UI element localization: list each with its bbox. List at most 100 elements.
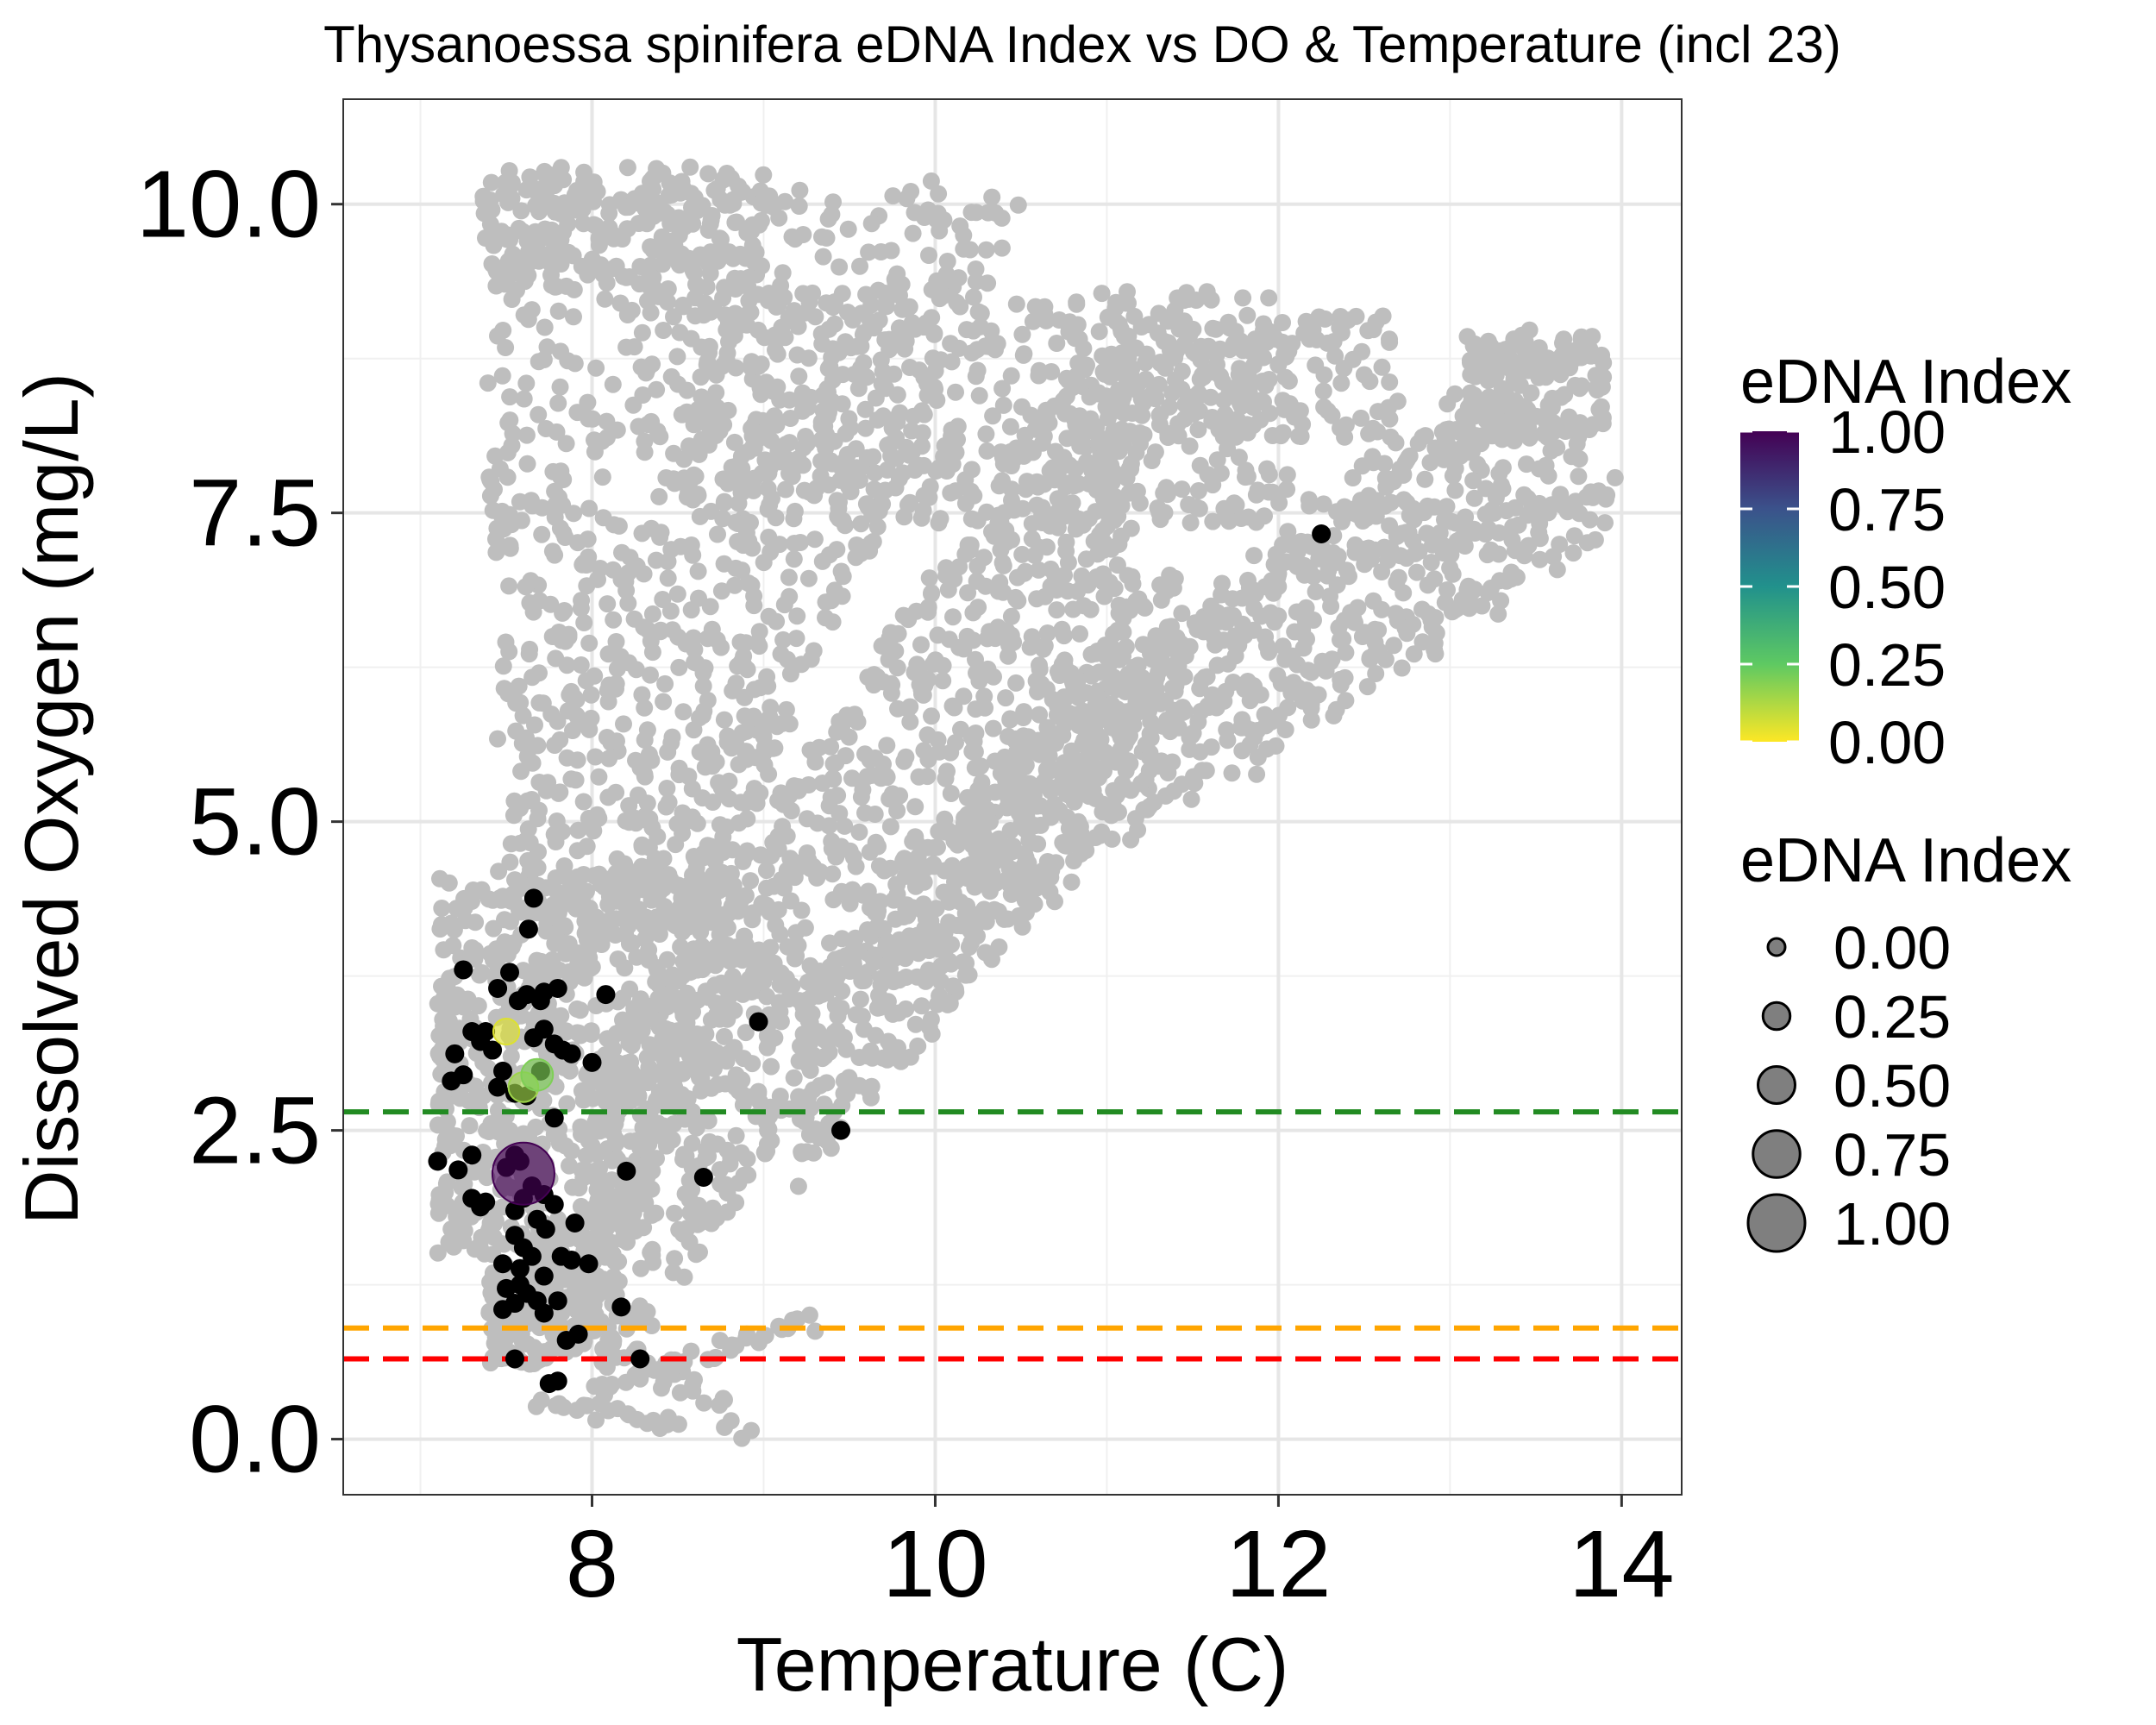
background-point (1167, 371, 1184, 389)
background-point (919, 603, 937, 621)
background-point (751, 846, 769, 864)
background-point (532, 1350, 550, 1368)
background-point (474, 1053, 492, 1071)
background-point (1049, 697, 1067, 715)
background-point (481, 944, 499, 963)
background-point (1147, 627, 1165, 645)
background-point (1007, 295, 1025, 313)
background-point (769, 296, 787, 314)
background-point (636, 214, 655, 232)
background-point (603, 1376, 621, 1393)
background-point (726, 576, 743, 594)
background-point (780, 568, 798, 586)
background-point (1204, 512, 1222, 530)
background-point (1244, 417, 1263, 435)
background-point (1099, 308, 1117, 326)
background-point (712, 582, 730, 600)
background-point (993, 209, 1011, 227)
zero-point (831, 1120, 851, 1140)
background-point (680, 249, 698, 267)
background-point (648, 1012, 666, 1030)
background-point (429, 1244, 447, 1262)
background-point (1465, 580, 1483, 599)
background-point (996, 784, 1014, 802)
background-point (895, 338, 913, 356)
background-point (672, 938, 690, 956)
background-point (620, 813, 638, 831)
background-point (559, 882, 577, 900)
background-point (1518, 455, 1535, 474)
background-point (1061, 313, 1079, 331)
background-point (920, 247, 937, 264)
background-point (1091, 525, 1109, 543)
background-point (994, 556, 1012, 574)
background-point (799, 398, 817, 417)
background-point (635, 565, 653, 583)
background-point (1560, 408, 1578, 426)
background-point (893, 300, 912, 318)
background-point (771, 1003, 789, 1020)
background-point (940, 893, 958, 911)
background-point (834, 568, 852, 586)
background-point (658, 998, 676, 1016)
background-point (1248, 765, 1266, 783)
background-point (720, 790, 738, 808)
background-point (1327, 700, 1345, 718)
background-point (1090, 323, 1108, 341)
background-point (505, 806, 523, 825)
background-point (743, 576, 761, 594)
background-point (990, 938, 1008, 956)
background-point (547, 649, 565, 668)
background-point (1083, 666, 1101, 683)
background-point (1551, 536, 1569, 554)
x-tick-label: 8 (566, 1511, 618, 1617)
background-point (1182, 790, 1200, 808)
background-point (897, 1000, 915, 1018)
zero-point (1312, 524, 1332, 544)
background-point (810, 987, 827, 1005)
background-point (1135, 426, 1153, 443)
background-point (792, 534, 809, 551)
background-point (487, 543, 505, 561)
background-point (1381, 410, 1399, 428)
background-point (858, 1047, 876, 1065)
background-point (727, 513, 745, 531)
background-point (522, 861, 539, 879)
background-point (1003, 480, 1021, 499)
background-point (1181, 637, 1199, 656)
background-point (587, 359, 605, 377)
background-point (968, 361, 987, 380)
background-point (614, 1060, 632, 1078)
background-point (1050, 801, 1069, 819)
background-point (1123, 568, 1141, 586)
background-point (742, 513, 759, 531)
background-point (642, 304, 660, 322)
background-point (1045, 397, 1063, 415)
zero-point (582, 1052, 602, 1072)
background-point (832, 882, 850, 900)
background-point (1349, 599, 1367, 617)
background-point (723, 897, 741, 915)
background-point (1094, 565, 1112, 583)
background-point (993, 239, 1011, 257)
background-point (789, 937, 807, 955)
background-point (580, 634, 599, 652)
background-point (1196, 668, 1214, 687)
background-point (1138, 800, 1156, 819)
background-point (1031, 706, 1049, 724)
background-point (542, 266, 560, 284)
background-point (755, 728, 773, 746)
background-point (816, 1047, 834, 1065)
background-point (653, 228, 671, 246)
background-point (618, 1233, 636, 1251)
zero-point (579, 1254, 599, 1274)
background-point (724, 327, 742, 345)
background-point (1369, 492, 1386, 510)
background-point (498, 443, 517, 461)
background-point (851, 257, 868, 275)
background-point (629, 194, 647, 212)
background-point (514, 267, 531, 285)
background-point (865, 480, 883, 499)
background-point (998, 799, 1016, 817)
background-point (1162, 573, 1180, 591)
